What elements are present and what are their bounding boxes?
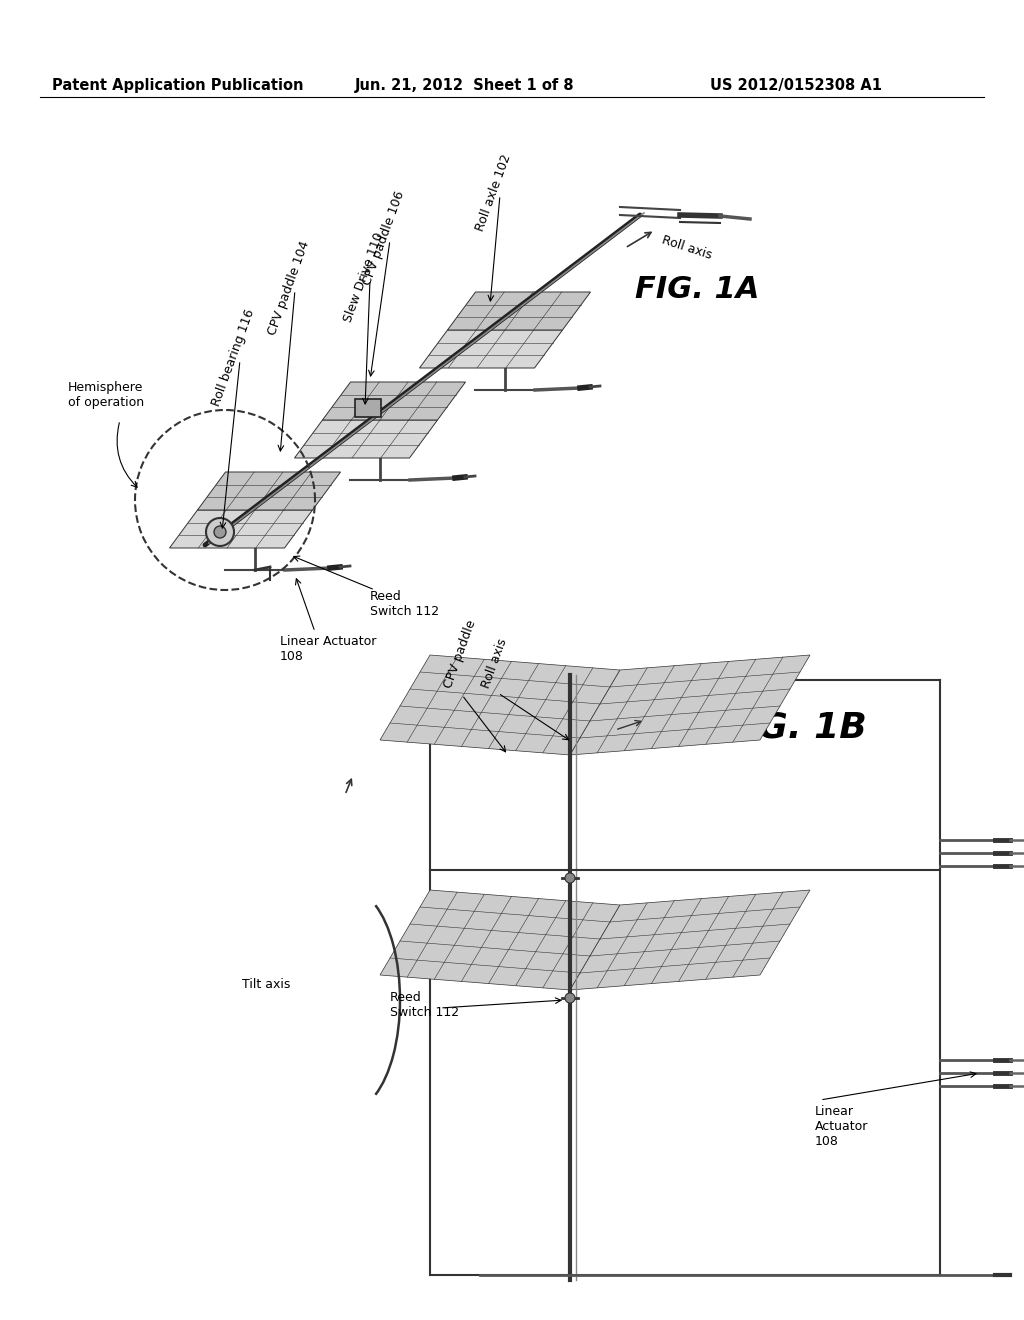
Text: FIG. 1A: FIG. 1A xyxy=(635,275,760,304)
Text: Reed
Switch 112: Reed Switch 112 xyxy=(390,991,459,1019)
Polygon shape xyxy=(570,655,810,755)
Polygon shape xyxy=(323,381,466,420)
Text: CPV paddle 104: CPV paddle 104 xyxy=(266,239,312,337)
Text: Tilt axis: Tilt axis xyxy=(242,978,290,991)
Polygon shape xyxy=(447,292,591,330)
Text: CPV paddle: CPV paddle xyxy=(442,618,478,690)
Polygon shape xyxy=(420,330,562,368)
Text: Roll axis: Roll axis xyxy=(660,234,714,263)
Circle shape xyxy=(565,873,575,883)
Text: FIG. 1B: FIG. 1B xyxy=(720,710,866,744)
Polygon shape xyxy=(570,890,810,990)
Text: Linear
Actuator
108: Linear Actuator 108 xyxy=(815,1105,868,1148)
Text: Patent Application Publication: Patent Application Publication xyxy=(52,78,303,92)
Text: Roll axis: Roll axis xyxy=(480,636,510,690)
Text: Roll axle 102: Roll axle 102 xyxy=(474,153,514,234)
FancyBboxPatch shape xyxy=(355,399,381,417)
Polygon shape xyxy=(380,655,620,755)
Text: Reed
Switch 112: Reed Switch 112 xyxy=(370,590,439,618)
Text: CPV paddle 106: CPV paddle 106 xyxy=(360,189,407,286)
Text: Roll bearing 116: Roll bearing 116 xyxy=(210,308,257,408)
Circle shape xyxy=(565,993,575,1003)
Circle shape xyxy=(214,525,226,539)
Polygon shape xyxy=(295,420,437,458)
Text: Linear Actuator
108: Linear Actuator 108 xyxy=(280,635,377,663)
Circle shape xyxy=(206,517,234,546)
Text: US 2012/0152308 A1: US 2012/0152308 A1 xyxy=(710,78,882,92)
Text: Jun. 21, 2012  Sheet 1 of 8: Jun. 21, 2012 Sheet 1 of 8 xyxy=(355,78,574,92)
Polygon shape xyxy=(170,510,312,548)
Polygon shape xyxy=(380,890,620,990)
Text: Slew Drive 110: Slew Drive 110 xyxy=(342,231,386,325)
Text: Hemisphere
of operation: Hemisphere of operation xyxy=(68,381,144,409)
Polygon shape xyxy=(198,473,341,510)
